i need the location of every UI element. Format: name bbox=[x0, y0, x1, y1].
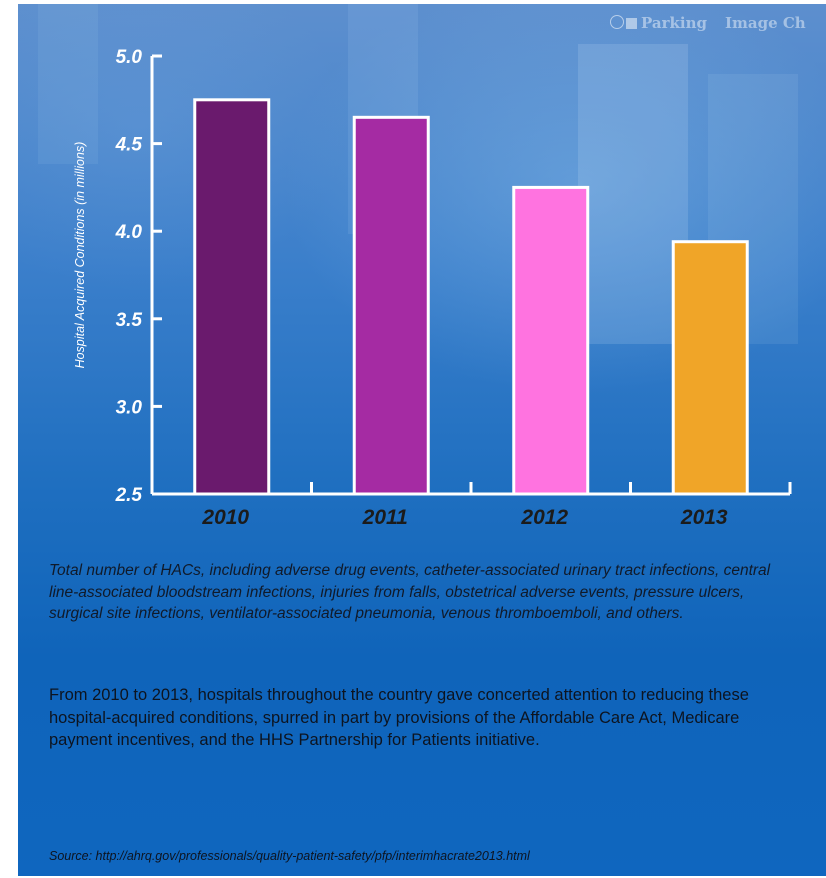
bar-chart: 5.0 4.5 4.0 3.5 3.0 2.5 2010 2011 2012 2013 Hospit… bbox=[0, 0, 826, 560]
source-citation: Source: http://ahrq.gov/professionals/qu… bbox=[49, 849, 530, 863]
x-tick-label: 2011 bbox=[362, 506, 408, 529]
x-tick-label: 2010 bbox=[201, 506, 249, 529]
bar-2010 bbox=[195, 100, 269, 494]
y-tick-label: 3.0 bbox=[116, 397, 143, 418]
bar-2012 bbox=[514, 187, 588, 494]
y-axis-title: Hospital Acquired Conditions (in million… bbox=[73, 142, 87, 369]
y-tick-label: 3.5 bbox=[116, 310, 143, 331]
bar-2013 bbox=[673, 242, 747, 494]
x-tick-label: 2013 bbox=[680, 506, 728, 529]
x-tick-label: 2012 bbox=[520, 506, 568, 529]
chart-caption: Total number of HACs, including adverse … bbox=[49, 560, 794, 625]
y-tick-label: 4.0 bbox=[115, 222, 143, 243]
body-paragraph: From 2010 to 2013, hospitals throughout … bbox=[49, 684, 794, 752]
y-tick-label: 2.5 bbox=[115, 485, 143, 506]
y-tick-label: 5.0 bbox=[116, 47, 143, 68]
y-tick-label: 4.5 bbox=[115, 135, 143, 156]
bar-2011 bbox=[354, 117, 428, 494]
